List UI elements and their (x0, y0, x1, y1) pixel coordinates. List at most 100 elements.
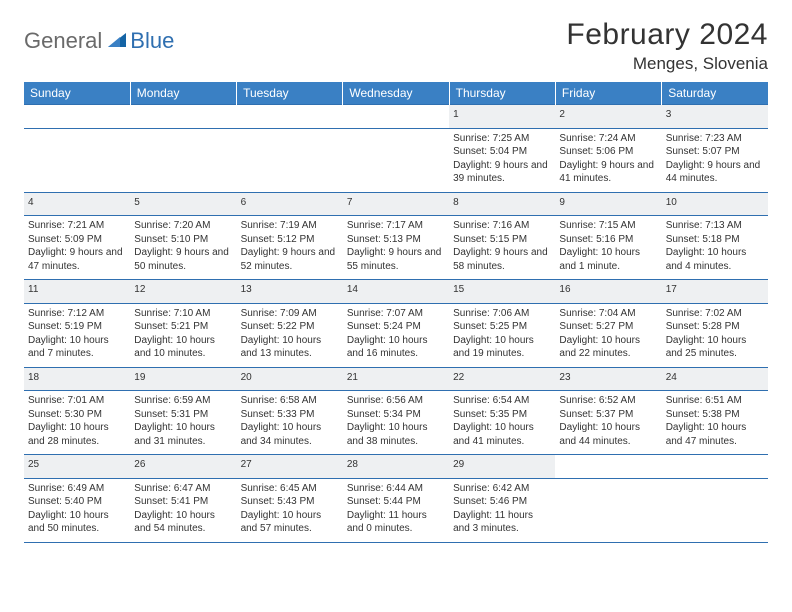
sunrise-line: Sunrise: 7:20 AM (134, 219, 232, 233)
daylight-line: Daylight: 10 hours and 38 minutes. (347, 421, 445, 448)
daylight-line: Daylight: 10 hours and 41 minutes. (453, 421, 551, 448)
sunset-line: Sunset: 5:21 PM (134, 320, 232, 334)
day-number-cell: 5 (130, 192, 236, 216)
weekday-header-cell: Tuesday (237, 82, 343, 105)
calendar-info-row: Sunrise: 6:49 AMSunset: 5:40 PMDaylight:… (24, 478, 768, 542)
sunset-line: Sunset: 5:46 PM (453, 495, 551, 509)
sunrise-line: Sunrise: 7:12 AM (28, 307, 126, 321)
day-info-cell: Sunrise: 6:58 AMSunset: 5:33 PMDaylight:… (237, 391, 343, 455)
sunset-line: Sunset: 5:43 PM (241, 495, 339, 509)
daylight-line: Daylight: 9 hours and 50 minutes. (134, 246, 232, 273)
day-number-cell: 7 (343, 192, 449, 216)
day-info-cell: Sunrise: 6:45 AMSunset: 5:43 PMDaylight:… (237, 478, 343, 542)
day-info-cell: Sunrise: 7:02 AMSunset: 5:28 PMDaylight:… (662, 303, 768, 367)
daylight-line: Daylight: 10 hours and 50 minutes. (28, 509, 126, 536)
sunset-line: Sunset: 5:18 PM (666, 233, 764, 247)
calendar-info-row: Sunrise: 7:01 AMSunset: 5:30 PMDaylight:… (24, 391, 768, 455)
day-number-cell: 11 (24, 280, 130, 304)
day-number-cell: 22 (449, 367, 555, 391)
sunset-line: Sunset: 5:22 PM (241, 320, 339, 334)
sunset-line: Sunset: 5:10 PM (134, 233, 232, 247)
day-info-cell: Sunrise: 6:44 AMSunset: 5:44 PMDaylight:… (343, 478, 449, 542)
day-number-cell: 16 (555, 280, 661, 304)
day-number-cell: 18 (24, 367, 130, 391)
sunrise-line: Sunrise: 6:47 AM (134, 482, 232, 496)
day-number-cell: 2 (555, 105, 661, 129)
daylight-line: Daylight: 10 hours and 19 minutes. (453, 334, 551, 361)
day-info-cell: Sunrise: 7:17 AMSunset: 5:13 PMDaylight:… (343, 216, 449, 280)
brand-logo: General Blue (24, 18, 174, 54)
location-label: Menges, Slovenia (566, 54, 768, 74)
day-number-cell: 12 (130, 280, 236, 304)
sunrise-line: Sunrise: 7:21 AM (28, 219, 126, 233)
daylight-line: Daylight: 9 hours and 55 minutes. (347, 246, 445, 273)
sunset-line: Sunset: 5:38 PM (666, 408, 764, 422)
sunset-line: Sunset: 5:31 PM (134, 408, 232, 422)
weekday-header-cell: Thursday (449, 82, 555, 105)
day-info-cell: Sunrise: 7:19 AMSunset: 5:12 PMDaylight:… (237, 216, 343, 280)
daylight-line: Daylight: 10 hours and 31 minutes. (134, 421, 232, 448)
day-info-cell: Sunrise: 6:49 AMSunset: 5:40 PMDaylight:… (24, 478, 130, 542)
day-info-cell: Sunrise: 7:15 AMSunset: 5:16 PMDaylight:… (555, 216, 661, 280)
daylight-line: Daylight: 9 hours and 44 minutes. (666, 159, 764, 186)
day-info-cell: Sunrise: 7:06 AMSunset: 5:25 PMDaylight:… (449, 303, 555, 367)
sunrise-line: Sunrise: 6:52 AM (559, 394, 657, 408)
day-info-cell: Sunrise: 7:04 AMSunset: 5:27 PMDaylight:… (555, 303, 661, 367)
day-info-cell: Sunrise: 7:23 AMSunset: 5:07 PMDaylight:… (662, 128, 768, 192)
day-info-cell: Sunrise: 6:54 AMSunset: 5:35 PMDaylight:… (449, 391, 555, 455)
day-info-cell: Sunrise: 7:07 AMSunset: 5:24 PMDaylight:… (343, 303, 449, 367)
daylight-line: Daylight: 10 hours and 13 minutes. (241, 334, 339, 361)
sunset-line: Sunset: 5:24 PM (347, 320, 445, 334)
day-info-cell: Sunrise: 6:42 AMSunset: 5:46 PMDaylight:… (449, 478, 555, 542)
day-info-cell: Sunrise: 7:13 AMSunset: 5:18 PMDaylight:… (662, 216, 768, 280)
daylight-line: Daylight: 11 hours and 0 minutes. (347, 509, 445, 536)
sunset-line: Sunset: 5:19 PM (28, 320, 126, 334)
day-number-cell: 27 (237, 455, 343, 479)
day-info-cell: Sunrise: 7:24 AMSunset: 5:06 PMDaylight:… (555, 128, 661, 192)
sunset-line: Sunset: 5:12 PM (241, 233, 339, 247)
calendar-weekday-header: SundayMondayTuesdayWednesdayThursdayFrid… (24, 82, 768, 105)
day-number-cell: 21 (343, 367, 449, 391)
sunrise-line: Sunrise: 6:45 AM (241, 482, 339, 496)
daylight-line: Daylight: 9 hours and 39 minutes. (453, 159, 551, 186)
sunrise-line: Sunrise: 6:59 AM (134, 394, 232, 408)
sunrise-line: Sunrise: 7:13 AM (666, 219, 764, 233)
day-number-cell: 14 (343, 280, 449, 304)
day-info-cell: Sunrise: 6:47 AMSunset: 5:41 PMDaylight:… (130, 478, 236, 542)
daylight-line: Daylight: 9 hours and 41 minutes. (559, 159, 657, 186)
calendar-daynum-row: 18192021222324 (24, 367, 768, 391)
sunset-line: Sunset: 5:33 PM (241, 408, 339, 422)
day-number-cell (237, 105, 343, 129)
sunset-line: Sunset: 5:44 PM (347, 495, 445, 509)
sunset-line: Sunset: 5:30 PM (28, 408, 126, 422)
day-info-cell (237, 128, 343, 192)
calendar-daynum-row: 123 (24, 105, 768, 129)
sunset-line: Sunset: 5:16 PM (559, 233, 657, 247)
day-info-cell: Sunrise: 6:52 AMSunset: 5:37 PMDaylight:… (555, 391, 661, 455)
sunrise-line: Sunrise: 6:54 AM (453, 394, 551, 408)
sunset-line: Sunset: 5:28 PM (666, 320, 764, 334)
month-title: February 2024 (566, 18, 768, 52)
day-number-cell: 9 (555, 192, 661, 216)
day-number-cell: 19 (130, 367, 236, 391)
day-info-cell: Sunrise: 6:56 AMSunset: 5:34 PMDaylight:… (343, 391, 449, 455)
daylight-line: Daylight: 10 hours and 10 minutes. (134, 334, 232, 361)
day-number-cell: 15 (449, 280, 555, 304)
brand-blue: Blue (130, 28, 174, 54)
header: General Blue February 2024 Menges, Slove… (24, 18, 768, 74)
day-number-cell: 6 (237, 192, 343, 216)
day-number-cell: 23 (555, 367, 661, 391)
day-info-cell (662, 478, 768, 542)
sunset-line: Sunset: 5:34 PM (347, 408, 445, 422)
day-info-cell (130, 128, 236, 192)
day-info-cell (555, 478, 661, 542)
sunrise-line: Sunrise: 6:56 AM (347, 394, 445, 408)
sunrise-line: Sunrise: 7:04 AM (559, 307, 657, 321)
daylight-line: Daylight: 9 hours and 52 minutes. (241, 246, 339, 273)
sunset-line: Sunset: 5:25 PM (453, 320, 551, 334)
daylight-line: Daylight: 10 hours and 57 minutes. (241, 509, 339, 536)
brand-sail-icon (106, 29, 128, 54)
day-number-cell (24, 105, 130, 129)
daylight-line: Daylight: 9 hours and 47 minutes. (28, 246, 126, 273)
brand-general: General (24, 28, 102, 54)
